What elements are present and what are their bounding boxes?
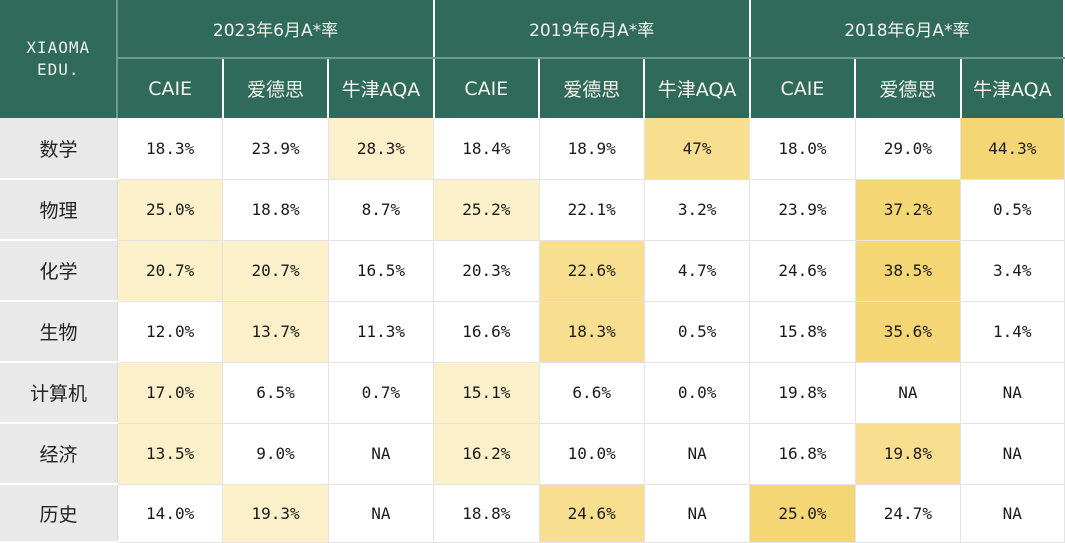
rate-cell: 13.5% (117, 423, 224, 485)
rate-cell: 4.7% (644, 240, 751, 302)
rate-cell: 20.7% (117, 240, 224, 302)
rate-cell: 6.6% (539, 362, 645, 424)
rate-cell: 25.0% (117, 179, 224, 241)
rate-cell: 3.2% (644, 179, 751, 241)
rate-cell: NA (644, 423, 751, 485)
rate-cell: 47% (644, 118, 751, 180)
group-header-2023: 2023年6月A*率 (117, 0, 435, 59)
rate-cell: 16.5% (328, 240, 435, 302)
rate-cell: 37.2% (855, 179, 962, 241)
group-header-2019: 2019年6月A*率 (433, 0, 751, 59)
board-header: 爱德思 (855, 58, 962, 118)
rate-cell: 18.3% (117, 118, 224, 180)
board-header: 牛津AQA (328, 58, 435, 118)
board-header: CAIE (433, 58, 541, 118)
rate-cell: 12.0% (117, 301, 224, 363)
subject-label: 生物 (0, 301, 118, 363)
rate-cell: 24.7% (855, 484, 962, 543)
rate-cell: NA (855, 362, 962, 424)
brand-line-1: XIAOMA (26, 38, 91, 57)
rate-cell: 0.0% (644, 362, 751, 424)
rate-cell: 23.9% (222, 118, 329, 180)
board-header: 爱德思 (539, 58, 646, 118)
table-row: 化学 20.7% 20.7% 16.5% 20.3% 22.6% 4.7% 24.6% 38.5… (0, 240, 1065, 302)
rate-cell: 18.0% (749, 118, 856, 180)
rate-cell: 19.3% (222, 484, 329, 543)
rate-cell: 8.7% (328, 179, 435, 241)
rate-cell: 19.8% (749, 362, 856, 424)
rate-cell: 23.9% (749, 179, 856, 241)
rate-cell: 9.0% (222, 423, 329, 485)
table-body: 数学 18.3% 23.9% 28.3% 18.4% 18.9% 47% 18.0% 29.0%… (0, 118, 1065, 543)
subject-label: 经济 (0, 423, 118, 485)
rate-cell: 25.0% (749, 484, 856, 543)
rate-cell: 18.9% (539, 118, 645, 180)
rate-cell: 44.3% (960, 118, 1065, 180)
rate-cell: 20.3% (433, 240, 540, 302)
table-row: 物理 25.0% 18.8% 8.7% 25.2% 22.1% 3.2% 23.9% 37.2%… (0, 179, 1065, 241)
rate-cell: 10.0% (539, 423, 645, 485)
subject-label: 计算机 (0, 362, 118, 424)
rate-cell: 17.0% (117, 362, 224, 424)
rate-cell: NA (960, 484, 1065, 543)
table-row: 历史 14.0% 19.3% NA 18.8% 24.6% NA 25.0% 24.7% NA (0, 484, 1065, 543)
brand-line-2: EDU. (36, 60, 80, 79)
rate-cell: 24.6% (749, 240, 856, 302)
rate-cell: 18.4% (433, 118, 540, 180)
rate-cell: NA (328, 484, 435, 543)
rate-cell: 20.7% (222, 240, 329, 302)
board-header: 爱德思 (222, 58, 330, 118)
rate-cell: 28.3% (328, 118, 435, 180)
rate-cell: NA (644, 484, 751, 543)
board-header: 牛津AQA (960, 58, 1065, 118)
board-header: 牛津AQA (644, 58, 751, 118)
rate-cell: 0.7% (328, 362, 435, 424)
table-row: 经济 13.5% 9.0% NA 16.2% 10.0% NA 16.8% 19.8% NA (0, 423, 1065, 485)
rate-cell: 35.6% (855, 301, 962, 363)
rate-cell: 0.5% (960, 179, 1065, 241)
rate-cell: 11.3% (328, 301, 435, 363)
rate-cell: 16.2% (433, 423, 540, 485)
subject-label: 物理 (0, 179, 118, 241)
rate-cell: 15.8% (749, 301, 856, 363)
rate-cell: 13.7% (222, 301, 329, 363)
rate-cell: 18.3% (539, 301, 645, 363)
rate-cell: 24.6% (539, 484, 645, 543)
rate-cell: 6.5% (222, 362, 329, 424)
rate-cell: 16.6% (433, 301, 540, 363)
rate-cell: 15.1% (433, 362, 540, 424)
subject-label: 化学 (0, 240, 118, 302)
table-row: 生物 12.0% 13.7% 11.3% 16.6% 18.3% 0.5% 15.8% 35.6… (0, 301, 1065, 363)
rate-cell: 25.2% (433, 179, 540, 241)
group-header-2018: 2018年6月A*率 (749, 0, 1065, 59)
rate-cell: 14.0% (117, 484, 224, 543)
rate-cell: 18.8% (222, 179, 329, 241)
rate-cell: 22.1% (539, 179, 645, 241)
subject-label: 数学 (0, 118, 118, 180)
rate-cell: 1.4% (960, 301, 1065, 363)
board-header: CAIE (117, 58, 224, 118)
rate-cell: NA (960, 423, 1065, 485)
rate-cell: 16.8% (749, 423, 856, 485)
rate-cell: NA (960, 362, 1065, 424)
brand-logo: XIAOMA EDU. (0, 0, 119, 118)
rate-cell: 3.4% (960, 240, 1065, 302)
subject-label: 历史 (0, 484, 118, 543)
table-row: 数学 18.3% 23.9% 28.3% 18.4% 18.9% 47% 18.0% 29.0%… (0, 118, 1065, 180)
rate-cell: 18.8% (433, 484, 540, 543)
rate-cell: 0.5% (644, 301, 751, 363)
rate-cell: NA (328, 423, 435, 485)
rate-cell: 22.6% (539, 240, 645, 302)
table-row: 计算机 17.0% 6.5% 0.7% 15.1% 6.6% 0.0% 19.8% NA NA (0, 362, 1065, 424)
board-header: CAIE (749, 58, 857, 118)
rate-cell: 19.8% (855, 423, 962, 485)
rate-cell: 29.0% (855, 118, 962, 180)
rate-cell: 38.5% (855, 240, 962, 302)
